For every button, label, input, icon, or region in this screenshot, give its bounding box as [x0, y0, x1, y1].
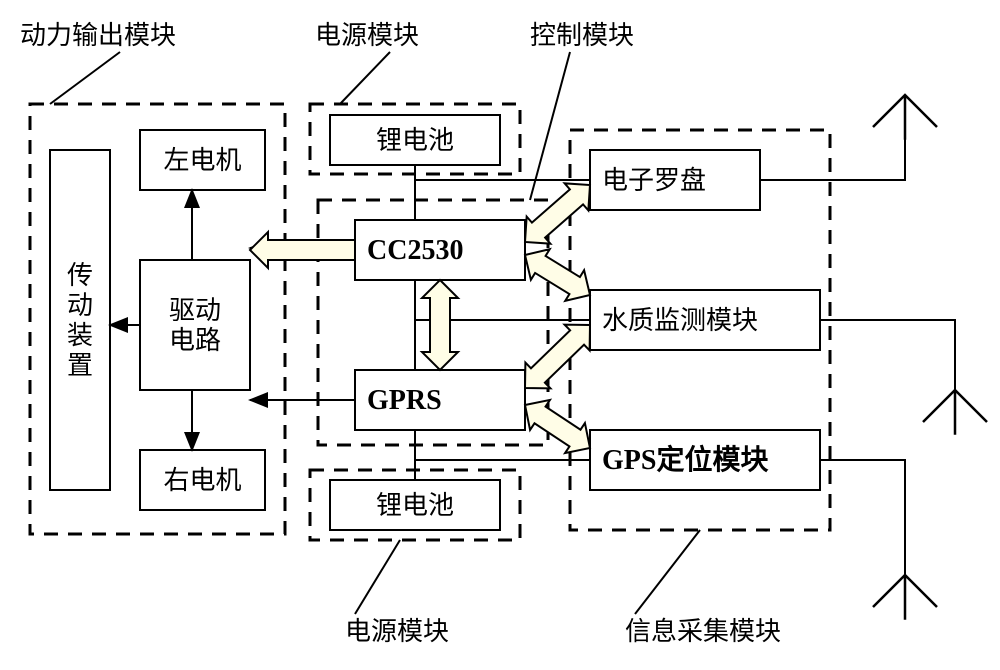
block-diagram: 传动装置左电机右电机驱动电路锂电池锂电池CC2530GPRS电子罗盘水质监测模块…	[0, 0, 1000, 670]
label-gprs: GPRS	[367, 385, 442, 416]
label-cc2530: CC2530	[367, 235, 463, 266]
label-power-output-module: 动力输出模块	[20, 21, 176, 50]
label-power-supply-bot: 电源模块	[345, 617, 449, 646]
label-right-motor: 右电机	[163, 466, 241, 495]
label-battery-top: 锂电池	[376, 126, 454, 155]
label-gps: GPS定位模块	[602, 443, 768, 476]
label-battery-bot: 锂电池	[376, 491, 454, 520]
label-drive: 驱动电路	[169, 296, 221, 355]
label-left-motor: 左电机	[163, 146, 241, 175]
label-control-module: 控制模块	[530, 21, 634, 50]
label-info-collect-module: 信息采集模块	[625, 617, 781, 646]
label-transmission: 传动装置	[67, 261, 93, 380]
label-compass: 电子罗盘	[602, 166, 706, 195]
label-water: 水质监测模块	[602, 306, 758, 335]
label-power-supply-top: 电源模块	[315, 21, 419, 50]
